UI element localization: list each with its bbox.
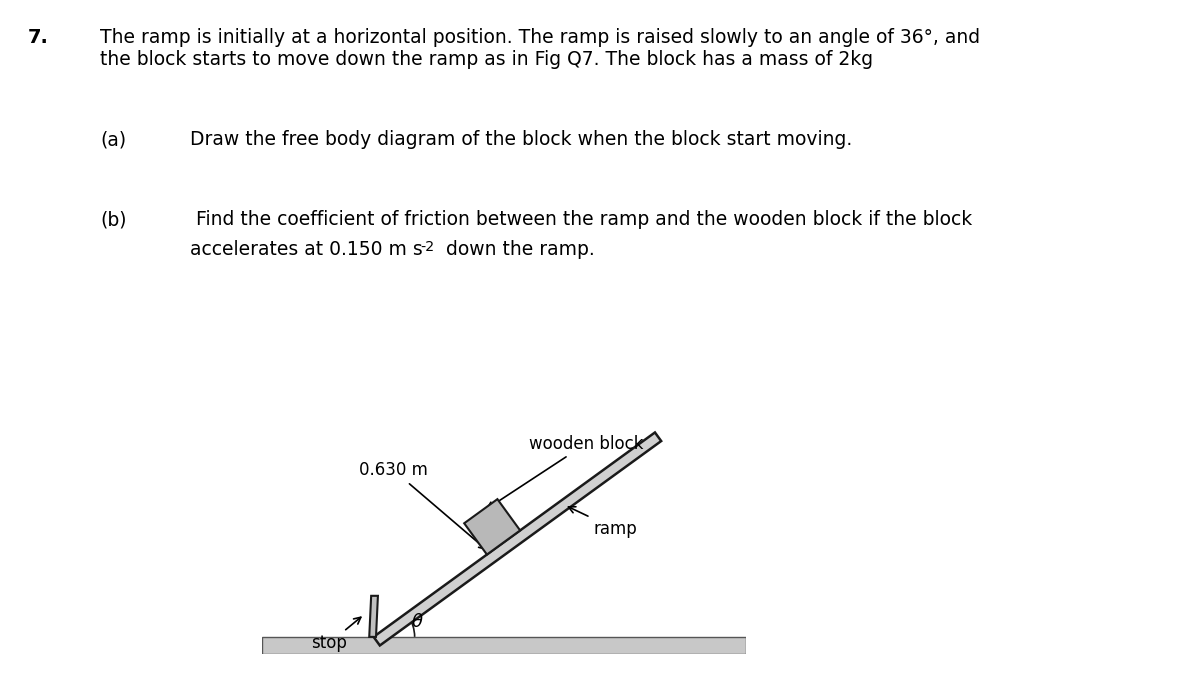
Text: ramp: ramp — [569, 507, 637, 538]
Polygon shape — [464, 499, 520, 555]
Polygon shape — [373, 433, 661, 646]
Text: down the ramp.: down the ramp. — [440, 240, 595, 259]
Bar — [263, 637, 745, 654]
Text: 0.630 m: 0.630 m — [359, 461, 486, 549]
Text: Draw the free body diagram of the block when the block start moving.: Draw the free body diagram of the block … — [190, 130, 852, 149]
Text: The ramp is initially at a horizontal position. The ramp is raised slowly to an : The ramp is initially at a horizontal po… — [100, 28, 980, 69]
Text: accelerates at 0.150 m s: accelerates at 0.150 m s — [190, 240, 422, 259]
Text: (b): (b) — [100, 210, 126, 229]
Text: wooden block: wooden block — [487, 435, 643, 509]
Text: 7.: 7. — [28, 28, 49, 47]
Text: (a): (a) — [100, 130, 126, 149]
Text: -2: -2 — [420, 240, 434, 254]
Polygon shape — [370, 596, 378, 637]
Text: θ: θ — [412, 613, 422, 631]
Text: Find the coefficient of friction between the ramp and the wooden block if the bl: Find the coefficient of friction between… — [190, 210, 972, 229]
Text: stop: stop — [311, 617, 361, 652]
